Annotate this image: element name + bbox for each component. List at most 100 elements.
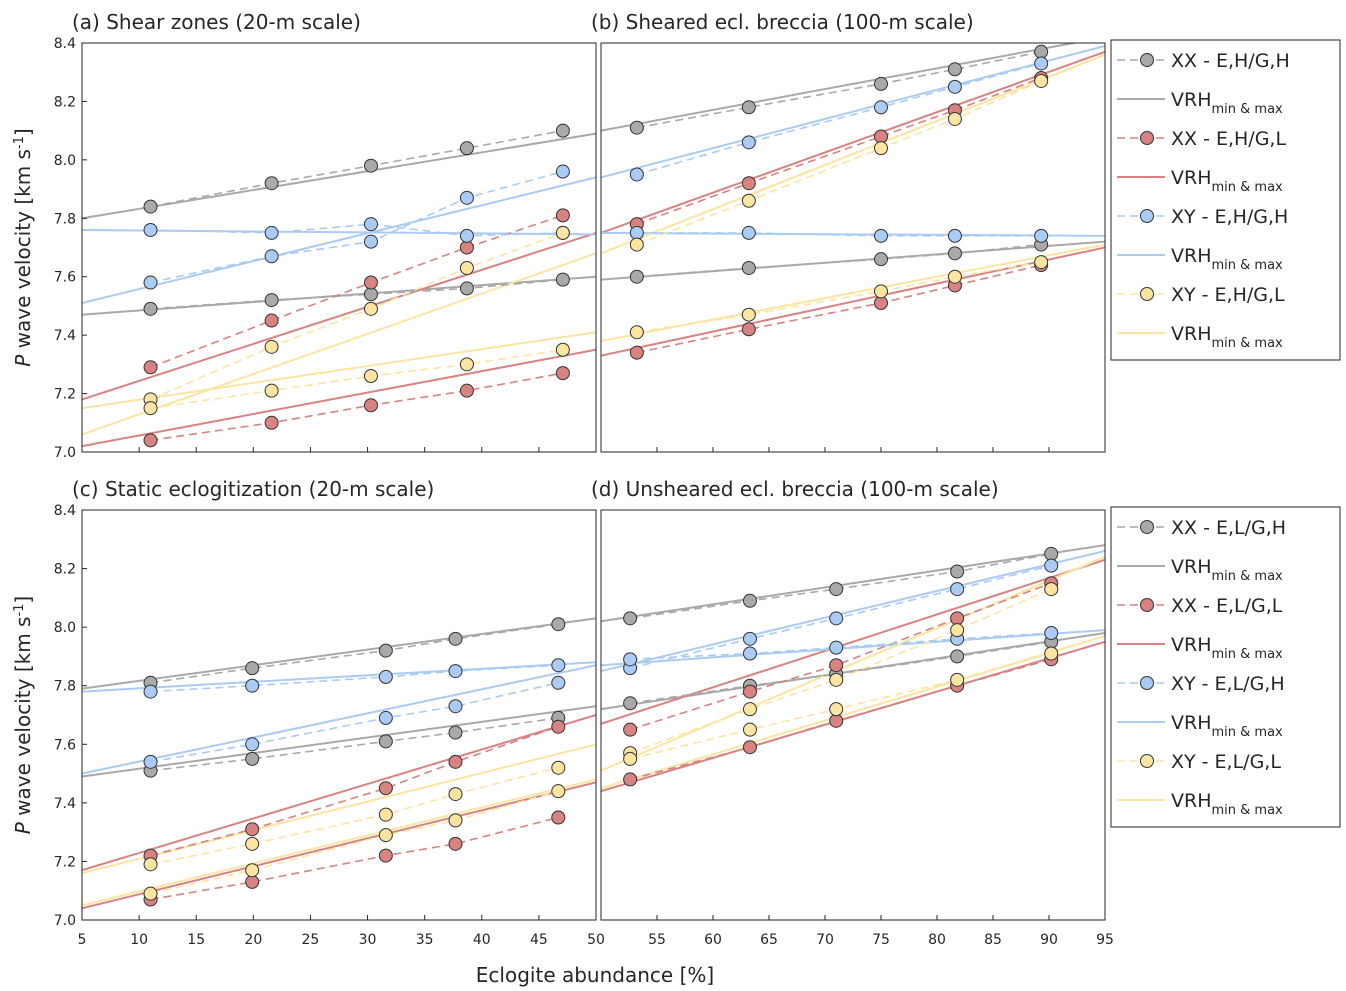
legend-label: XY - E,H/G,H (1171, 206, 1288, 228)
dashed-trend (629, 588, 1052, 754)
data-point (378, 828, 393, 843)
data-point (829, 702, 844, 717)
data-point (1044, 646, 1059, 661)
y-axis-label-part: -1 (12, 604, 27, 617)
data-point (874, 129, 888, 144)
y-axis-label-part: -1 (12, 136, 27, 149)
legend-marker (1140, 598, 1154, 612)
data-point (742, 631, 757, 646)
data-point (1034, 73, 1049, 88)
legend-label: XX - E,L/G,L (1171, 595, 1283, 617)
legend-name: XX - E,L/G,H (1171, 517, 1286, 539)
x-tick-label: 35 (416, 932, 434, 948)
data-point (448, 664, 463, 679)
data-point (1034, 255, 1049, 270)
data-point (459, 141, 474, 156)
data-point (629, 167, 644, 182)
legend-name: VRH (1171, 89, 1212, 111)
data-point (448, 836, 463, 851)
dashed-trend (150, 790, 559, 895)
data-point (629, 237, 644, 252)
data-point (950, 623, 965, 638)
data-point (363, 287, 378, 302)
legend-marker (1140, 53, 1154, 67)
panel: 55 60 65 70 75 80 85 90 95 (d) Unsheared ecl. bre… (591, 477, 1341, 948)
vrh-line (601, 44, 1105, 179)
data-point (143, 886, 158, 901)
data-point (741, 322, 756, 337)
y-tick-label: 7.4 (54, 328, 76, 344)
vrh-line (82, 331, 596, 410)
y-tick-label: 8.0 (54, 153, 76, 169)
legend-marker (1140, 520, 1154, 534)
vrh-line (601, 243, 1105, 342)
legend-name: VRH (1171, 790, 1212, 812)
legend-name: VRH (1171, 323, 1212, 345)
data-point (245, 678, 260, 693)
data-point (459, 357, 474, 372)
dashed-trend (150, 278, 563, 310)
vrh-line (601, 53, 1105, 255)
data-point (378, 781, 393, 796)
data-point (448, 813, 463, 828)
data-point (264, 383, 279, 398)
data-point (874, 76, 888, 91)
data-point (947, 62, 962, 77)
legend-name: VRH (1171, 167, 1212, 189)
x-tick-label: 15 (187, 932, 205, 948)
data-point (378, 710, 393, 725)
vrh-line (82, 348, 596, 448)
dashed-trend (630, 632, 1052, 661)
x-tick-label: 25 (302, 932, 320, 948)
data-point (950, 582, 965, 597)
data-point (378, 848, 393, 863)
x-axis-label: Eclogite abundance [%] (476, 963, 714, 987)
vrh-line (601, 246, 1105, 357)
legend-subscript: min & max (1212, 258, 1284, 273)
plot-area (82, 510, 596, 920)
data-point (741, 176, 756, 191)
y-tick-label: 7.8 (54, 679, 76, 695)
legend-label: VRHmin & max (1171, 712, 1283, 740)
legend-name: XX - E,H/G,H (1171, 50, 1290, 72)
plot-content (601, 43, 1105, 360)
plot-content (82, 123, 596, 448)
legend-marker (1140, 754, 1154, 768)
panel-title: (d) Unsheared ecl. breccia (100-m scale) (591, 477, 999, 501)
plot-frame (81, 509, 597, 921)
data-point (245, 863, 260, 878)
vrh-line (601, 629, 1105, 667)
data-point (551, 810, 566, 825)
vrh-line (601, 43, 1079, 132)
vrh-line (601, 640, 1105, 793)
data-point (623, 722, 638, 737)
data-point (947, 228, 962, 243)
data-point (874, 100, 888, 115)
data-point (143, 684, 158, 699)
x-tick-label: 10 (130, 932, 148, 948)
y-axis-label: P wave velocity [km s-1] (11, 128, 35, 366)
data-point (623, 611, 638, 626)
x-tick-label: 70 (816, 932, 834, 948)
data-point (143, 754, 158, 769)
data-point (742, 684, 757, 699)
y-axis-label-part: P (11, 821, 35, 834)
legend-name: XY - E,H/G,L (1171, 284, 1285, 306)
legend-subscript: min & max (1212, 647, 1284, 662)
x-tick-label: 20 (244, 932, 262, 948)
data-point (629, 269, 644, 284)
data-point (459, 240, 474, 255)
data-point (874, 141, 888, 156)
plot-frame (81, 42, 597, 453)
legend-subscript: min & max (1212, 569, 1284, 584)
data-point (143, 301, 158, 316)
x-tick-label: 75 (872, 932, 890, 948)
data-point (829, 640, 844, 655)
data-point (1044, 582, 1059, 597)
data-point (459, 281, 474, 296)
data-point (264, 339, 279, 354)
data-point (378, 734, 393, 749)
data-point (629, 345, 644, 360)
vrh-line (82, 132, 596, 220)
y-tick-label: 7.2 (54, 387, 76, 403)
